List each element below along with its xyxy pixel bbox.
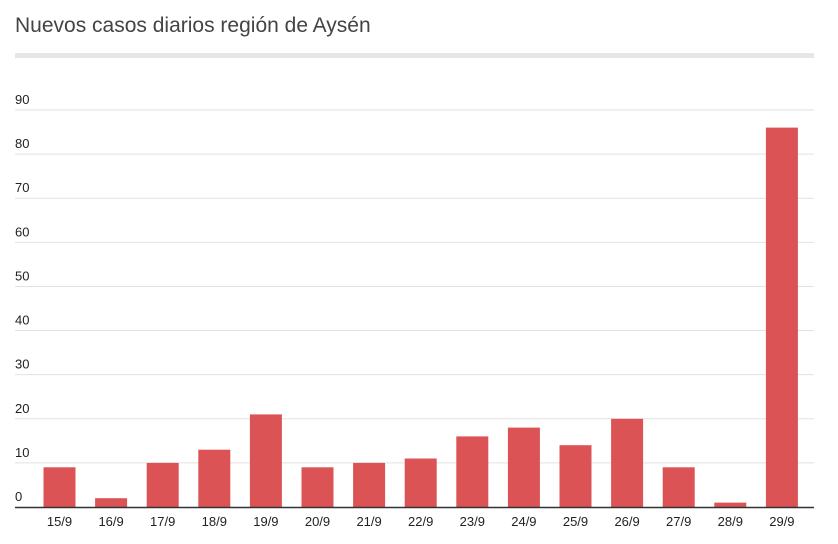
bar-25-9 xyxy=(559,445,592,507)
x-tick-label: 15/9 xyxy=(47,514,72,529)
y-tick-label: 90 xyxy=(15,92,29,107)
y-tick-label: 60 xyxy=(15,224,29,239)
y-tick-label: 20 xyxy=(15,401,29,416)
x-tick-label: 21/9 xyxy=(356,514,381,529)
bar-22-9 xyxy=(404,458,437,507)
x-tick-label: 27/9 xyxy=(666,514,691,529)
y-tick-label: 70 xyxy=(15,180,29,195)
y-tick-label: 30 xyxy=(15,357,29,372)
x-tick-label: 23/9 xyxy=(460,514,485,529)
x-tick-label: 20/9 xyxy=(305,514,330,529)
bar-24-9 xyxy=(507,427,540,507)
x-tick-label: 22/9 xyxy=(408,514,433,529)
bar-26-9 xyxy=(611,418,644,507)
y-tick-label: 50 xyxy=(15,268,29,283)
bar-20-9 xyxy=(301,467,334,507)
x-tick-label: 17/9 xyxy=(150,514,175,529)
bar-21-9 xyxy=(353,462,386,507)
bars xyxy=(43,127,798,507)
title-divider xyxy=(15,53,814,58)
x-tick-label: 25/9 xyxy=(563,514,588,529)
y-tick-label: 80 xyxy=(15,136,29,151)
x-tick-label: 29/9 xyxy=(769,514,794,529)
bar-16-9 xyxy=(95,498,128,507)
chart-title: Nuevos casos diarios región de Aysén xyxy=(15,14,371,37)
bar-27-9 xyxy=(662,467,695,507)
bar-28-9 xyxy=(714,502,747,507)
x-tick-label: 26/9 xyxy=(614,514,639,529)
x-tick-label: 24/9 xyxy=(511,514,536,529)
gridlines xyxy=(15,109,814,464)
x-tick-label: 28/9 xyxy=(718,514,743,529)
x-tick-label: 18/9 xyxy=(202,514,227,529)
y-tick-label: 10 xyxy=(15,445,29,460)
bar-15-9 xyxy=(43,467,76,507)
y-tick-label: 0 xyxy=(15,489,22,504)
x-axis-tick-labels: 15/9 16/9 17/9 18/9 19/9 20/9 21/9 22/9 23/9 24/9… xyxy=(47,514,795,529)
bar-23-9 xyxy=(456,436,489,507)
x-tick-label: 16/9 xyxy=(98,514,123,529)
y-tick-label: 40 xyxy=(15,313,29,328)
bar-18-9 xyxy=(198,449,231,507)
bar-29-9 xyxy=(765,127,798,507)
bar-19-9 xyxy=(249,414,282,507)
x-tick-label: 19/9 xyxy=(253,514,278,529)
bar-17-9 xyxy=(146,462,179,507)
y-axis-tick-labels: 0 10 20 30 40 50 60 70 80 90 xyxy=(15,92,29,504)
